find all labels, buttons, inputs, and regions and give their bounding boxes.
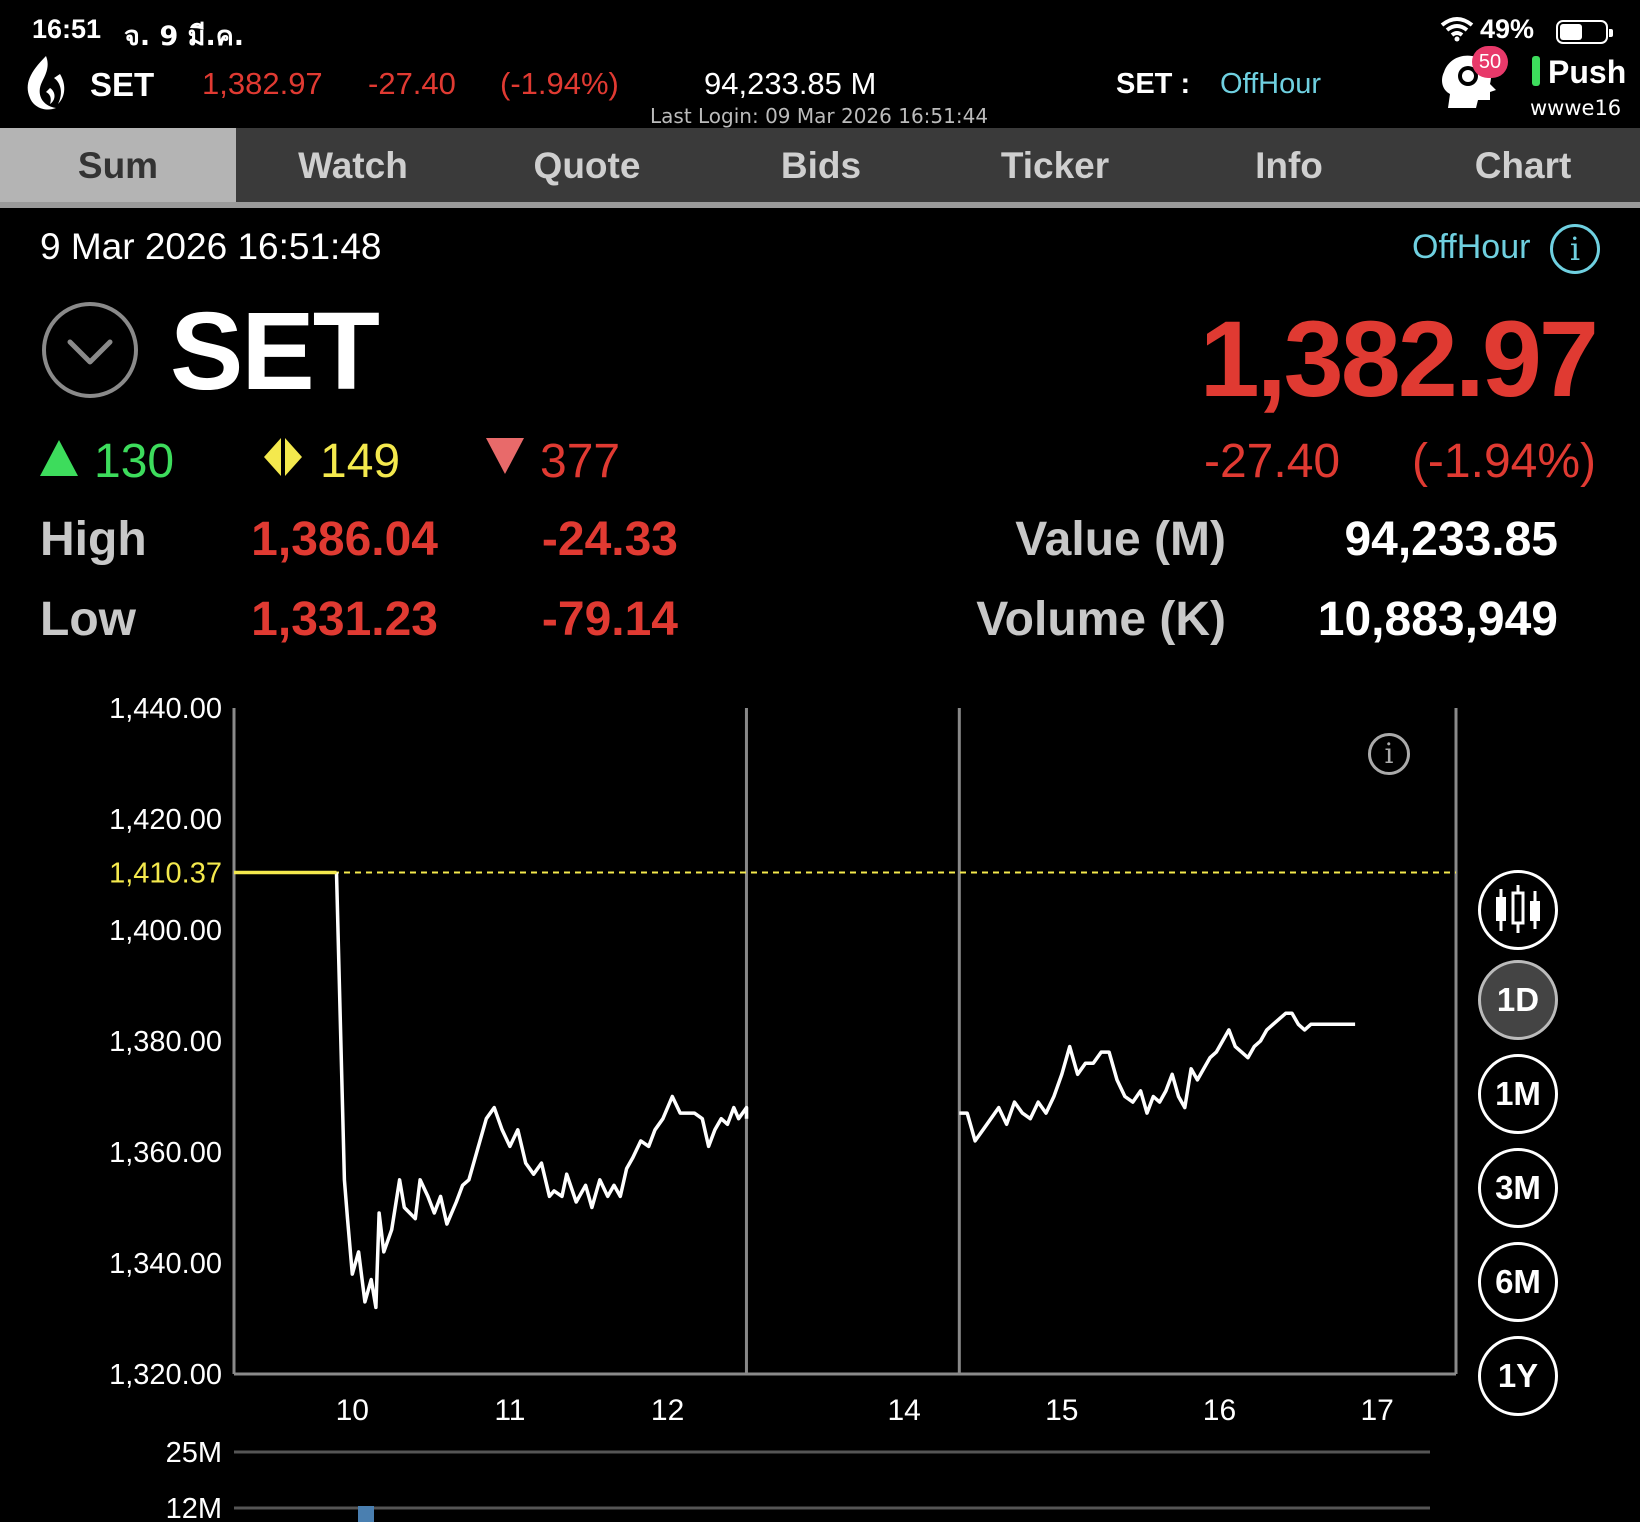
unchanged-diamond-icon — [264, 438, 302, 476]
battery-icon — [1556, 20, 1613, 44]
notification-badge[interactable]: 50 — [1472, 46, 1508, 78]
timeframe-1m-button[interactable]: 1M — [1478, 1054, 1558, 1134]
status-date: จ. 9 มี.ค. — [124, 21, 245, 52]
x-tick-label: 15 — [1045, 1394, 1078, 1427]
header-change: -27.40 — [368, 66, 456, 101]
x-tick-label: 16 — [1203, 1394, 1236, 1427]
candlestick-toggle-button[interactable] — [1478, 870, 1558, 950]
tab-sum[interactable]: Sum — [0, 128, 236, 204]
symbol-title: SET — [170, 290, 380, 413]
summary-datetime: 9 Mar 2026 16:51:48 — [40, 226, 382, 267]
reference-label: 1,410.37 — [109, 857, 222, 889]
y-tick-label: 1,440.00 — [109, 693, 222, 725]
y-tick-label: 1,380.00 — [109, 1026, 222, 1058]
summary-change: -27.40 — [1204, 435, 1341, 488]
x-tick-label: 14 — [887, 1394, 920, 1427]
y-tick-label: 1,360.00 — [109, 1137, 222, 1169]
summary-market-status: OffHour — [1412, 228, 1531, 266]
high-value: 1,386.04 — [251, 513, 438, 566]
tab-chart[interactable]: Chart — [1474, 145, 1572, 186]
candlestick-icon — [1496, 885, 1540, 933]
header-value: 94,233.85 M — [704, 66, 877, 101]
intraday-chart[interactable]: 1,440.00 1,420.00 1,400.00 1,380.00 1,360.00… — [0, 660, 1640, 1522]
tab-ticker[interactable]: Ticker — [1000, 145, 1110, 186]
push-status-icon — [1532, 56, 1540, 86]
market-info-icon[interactable]: i — [1550, 224, 1600, 274]
y-tick-label: 1,320.00 — [109, 1359, 222, 1391]
tab-bar: Sum Watch Quote Bids Ticker Info Chart — [0, 128, 1640, 204]
last-price: 1,382.97 — [1199, 298, 1599, 419]
x-tick-label: 11 — [494, 1394, 525, 1427]
low-change: -79.14 — [541, 593, 678, 646]
summary-percent: (-1.94%) — [1411, 435, 1596, 488]
wifi-icon — [1440, 17, 1474, 42]
advance-triangle-icon — [40, 440, 78, 476]
volume-amount: 10,883,949 — [1317, 593, 1558, 646]
tab-info[interactable]: Info — [1255, 145, 1323, 186]
series-line — [334, 872, 749, 1310]
market-label: SET : — [1116, 68, 1191, 100]
value-amount: 94,233.85 — [1344, 513, 1558, 566]
status-time: 16:51 — [32, 14, 102, 44]
symbol-dropdown-button[interactable] — [42, 302, 138, 398]
tab-bids[interactable]: Bids — [780, 145, 862, 186]
header-price: 1,382.97 — [202, 66, 323, 101]
chart-info-icon[interactable]: i — [1368, 733, 1410, 775]
low-label: Low — [40, 593, 136, 646]
x-tick-label: 17 — [1360, 1394, 1393, 1427]
app-logo-icon[interactable] — [20, 54, 72, 114]
battery-percent: 49% — [1480, 14, 1535, 44]
low-value: 1,331.23 — [251, 593, 438, 646]
volume-tick-label: 12M — [166, 1493, 222, 1522]
timeframe-1d-button[interactable]: 1D — [1478, 960, 1558, 1040]
declines-count: 377 — [540, 435, 621, 488]
decline-triangle-icon — [486, 438, 524, 474]
x-tick-label: 10 — [336, 1394, 369, 1427]
y-tick-label: 1,340.00 — [109, 1248, 222, 1280]
volume-tick-label: 25M — [166, 1437, 222, 1469]
high-label: High — [40, 513, 147, 566]
value-label: Value (M) — [1015, 513, 1226, 566]
timeframe-1y-button[interactable]: 1Y — [1478, 1336, 1558, 1416]
unchanged-count: 149 — [320, 435, 401, 488]
header-symbol: SET — [90, 66, 155, 103]
tab-quote[interactable]: Quote — [533, 145, 641, 186]
volume-label: Volume (K) — [976, 593, 1226, 646]
chevron-down-icon — [67, 339, 113, 365]
y-tick-label: 1,400.00 — [109, 915, 222, 947]
volume-bar — [358, 1506, 374, 1522]
user-name: wwwe16 — [1530, 96, 1622, 120]
advances-count: 130 — [94, 435, 175, 488]
timeframe-3m-button[interactable]: 3M — [1478, 1148, 1558, 1228]
tab-watch[interactable]: Watch — [298, 145, 408, 186]
last-login: Last Login: 09 Mar 2026 16:51:44 — [650, 104, 989, 128]
market-status: OffHour — [1220, 68, 1322, 100]
high-change: -24.33 — [541, 513, 678, 566]
x-tick-label: 12 — [651, 1394, 684, 1427]
y-tick-label: 1,420.00 — [109, 804, 222, 836]
header-percent: (-1.94%) — [500, 66, 619, 101]
series-line — [959, 1011, 1356, 1143]
push-label[interactable]: Push — [1548, 54, 1627, 90]
tab-underline — [0, 202, 1640, 208]
timeframe-6m-button[interactable]: 6M — [1478, 1242, 1558, 1322]
